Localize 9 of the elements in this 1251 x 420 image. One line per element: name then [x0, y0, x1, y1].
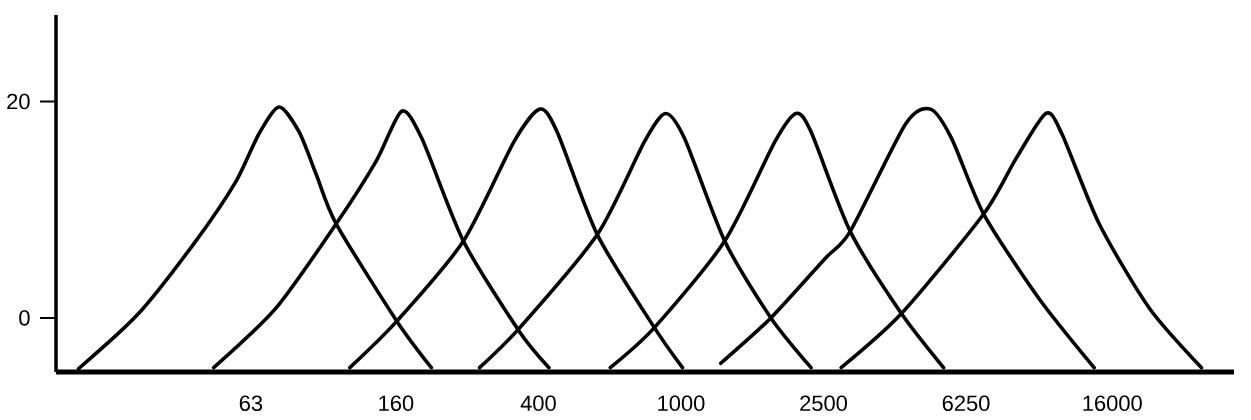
x-tick-label: 63	[239, 395, 263, 412]
y-tick-label: 20	[7, 93, 30, 110]
y-tick-label: 0	[19, 310, 30, 326]
x-tick-label: 6250	[942, 395, 990, 412]
x-tick-label: 1000	[658, 395, 705, 412]
x-tick-label: 400	[520, 395, 556, 412]
x-tick-label: 2500	[800, 395, 847, 412]
x-tick-label: 160	[379, 395, 414, 412]
x-tick-label: 16000	[1083, 395, 1142, 412]
